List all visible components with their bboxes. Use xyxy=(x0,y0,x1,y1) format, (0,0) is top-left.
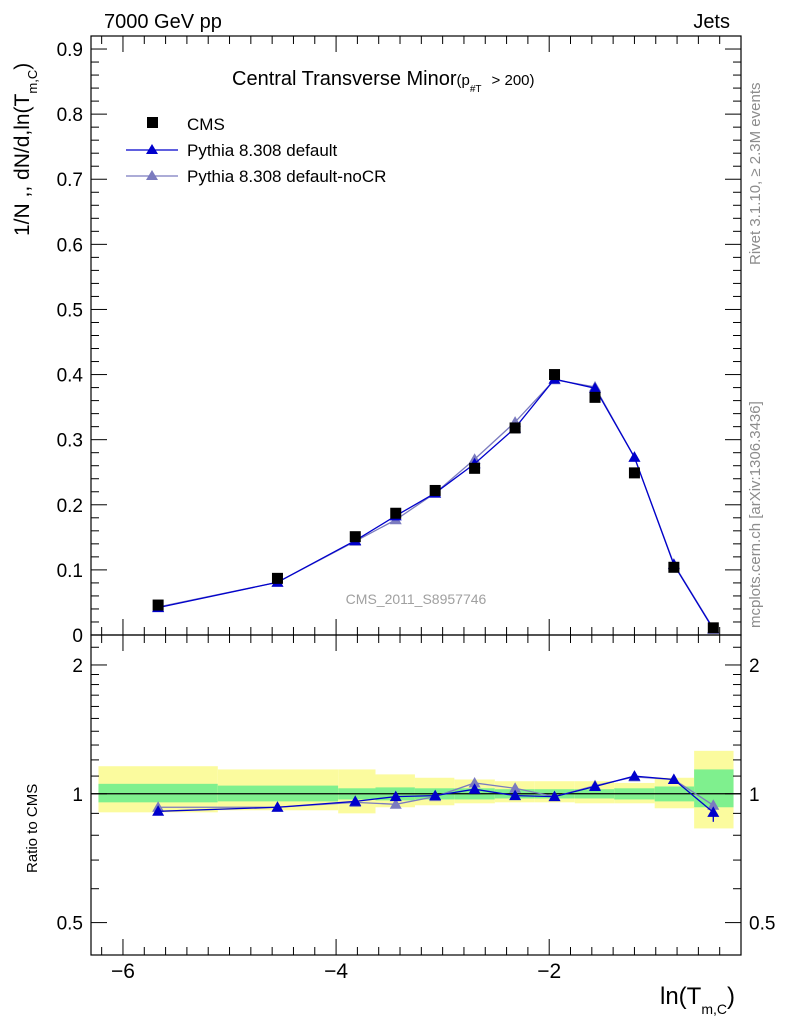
main-y-tick-label: 0.9 xyxy=(57,40,83,61)
main-y-tick-label: 0.8 xyxy=(57,105,83,126)
main-cms-point xyxy=(429,484,441,496)
ratio-default-point xyxy=(152,805,165,816)
main-cms-point xyxy=(668,561,680,573)
ratio-default-point xyxy=(707,806,720,817)
ratio-y-tick-label-right: 2 xyxy=(749,656,760,677)
data-series xyxy=(152,369,720,822)
x-tick-label: −4 xyxy=(324,960,348,983)
main-y-tick-label: 0 xyxy=(72,626,83,647)
main-cms-point xyxy=(589,391,601,403)
ratio-y-axis-label: Ratio to CMS xyxy=(24,784,41,873)
main-default-line xyxy=(157,378,714,630)
ratio-default-point xyxy=(389,790,402,802)
legend-label-nocr: Pythia 8.308 default-noCR xyxy=(187,167,386,186)
main-y-tick-label: 0.7 xyxy=(57,170,83,191)
legend-label-default: Pythia 8.308 default xyxy=(187,141,338,160)
main-y-tick-label: 0.2 xyxy=(57,496,83,517)
legend-label-cms: CMS xyxy=(187,115,225,134)
ratio-default-point xyxy=(628,770,641,781)
main-cms-point xyxy=(349,531,361,543)
main-cms-point xyxy=(509,422,521,434)
rivet-label: Rivet 3.1.10, ≥ 2.3M events xyxy=(747,83,764,266)
legend: CMS Pythia 8.308 default Pythia 8.308 de… xyxy=(126,115,386,186)
x-axis-label: ln(Tm,C) xyxy=(660,983,735,1017)
ratio-band-inner xyxy=(98,783,218,803)
ratio-default-point xyxy=(468,783,481,794)
legend-marker-cms xyxy=(147,117,158,128)
main-y-tick-label: 0.4 xyxy=(57,366,84,387)
legend-marker-default xyxy=(146,144,158,154)
main-cms-point xyxy=(469,462,481,474)
ratio-default-point xyxy=(589,780,602,791)
ratio-nocr-point xyxy=(389,798,402,809)
ratio-uncertainty-bands xyxy=(98,750,734,829)
analysis-watermark: CMS_2011_S8957746 xyxy=(346,591,487,607)
main-y-tick-label: 0.1 xyxy=(57,561,83,582)
ratio-nocr-point xyxy=(509,782,522,793)
main-cms-point xyxy=(707,622,719,634)
x-tick-label: −6 xyxy=(111,960,135,983)
main-default-point xyxy=(628,451,641,462)
axes: 0 0.1 0.2 0.3 0.4 0.5 0.6 0.7 0.8 0.9 0.5 0.5 1 1 2 2 −6… xyxy=(57,35,775,983)
ratio-y-tick-label-right: 1 xyxy=(749,785,760,806)
ratio-nocr-line xyxy=(158,776,714,808)
main-cms-point xyxy=(628,467,640,479)
ratio-nocr-point xyxy=(468,776,481,788)
ratio-y-tick-label: 1 xyxy=(72,785,83,806)
ratio-default-point xyxy=(509,789,522,801)
main-default-point xyxy=(589,382,602,393)
mcplots-label: mcplots.cern.ch [arXiv:1306.3436] xyxy=(747,401,764,628)
main-y-tick-label: 0.3 xyxy=(57,431,83,452)
main-cms-point xyxy=(152,599,164,611)
ratio-default-point xyxy=(548,790,561,802)
main-cms-point xyxy=(390,507,402,519)
main-cms-point xyxy=(549,369,561,381)
main-y-axis-label: 1/N ,, dN/d,ln(Tm,C) xyxy=(11,63,40,236)
ratio-y-tick-label: 0.5 xyxy=(57,914,83,935)
ratio-default-point xyxy=(349,795,362,806)
ratio-y-tick-label-right: 0.5 xyxy=(749,914,775,935)
header-energy-label: 7000 GeV pp xyxy=(104,11,222,33)
ratio-default-point xyxy=(271,801,284,812)
legend-marker-nocr xyxy=(146,170,158,180)
ratio-default-line xyxy=(158,775,714,813)
main-cms-point xyxy=(271,572,283,584)
header-process-label: Jets xyxy=(693,11,730,33)
ratio-default-point xyxy=(429,789,442,801)
main-y-tick-label: 0.6 xyxy=(57,235,83,256)
ratio-plot-frame xyxy=(90,634,742,956)
chart-title: Central Transverse Minor(p#T> 200) xyxy=(232,68,535,95)
x-tick-label: −2 xyxy=(537,960,561,983)
ratio-default-point xyxy=(667,773,680,784)
ratio-nocr-point xyxy=(707,799,720,810)
ratio-y-tick-label: 2 xyxy=(72,656,83,677)
main-y-tick-label: 0.5 xyxy=(57,300,83,321)
